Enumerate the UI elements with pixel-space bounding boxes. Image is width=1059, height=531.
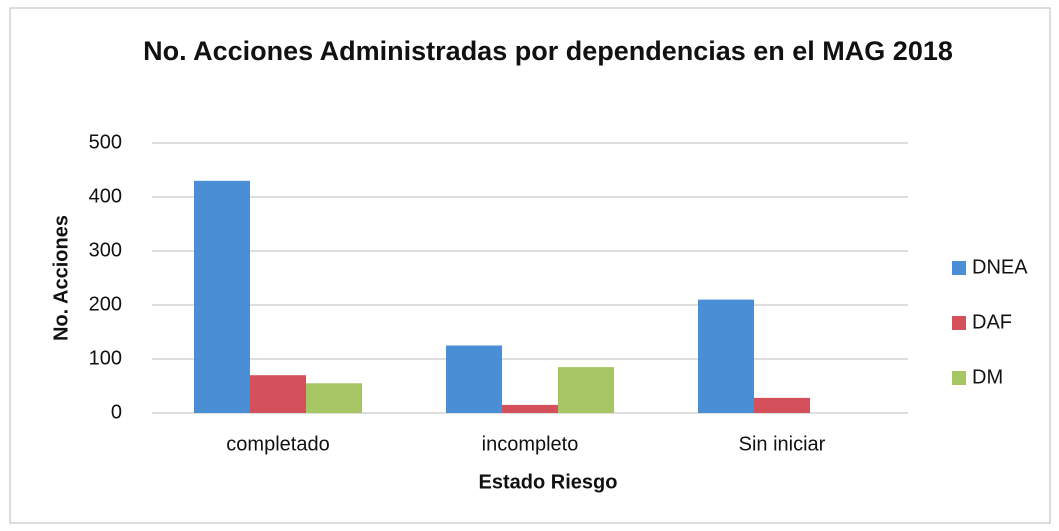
x-tick-label: Sin iniciar — [739, 433, 826, 455]
y-tick-label: 400 — [89, 185, 122, 207]
x-tick-label: completado — [226, 433, 329, 455]
bar — [558, 367, 614, 413]
chart-title: No. Acciones Administradas por dependenc… — [143, 36, 953, 66]
bar — [502, 404, 558, 413]
legend-swatch — [952, 316, 966, 330]
x-axis-title: Estado Riesgo — [479, 471, 618, 493]
bar — [446, 345, 502, 413]
bar — [306, 383, 362, 413]
legend-label: DM — [972, 366, 1003, 388]
y-tick-label: 100 — [89, 347, 122, 369]
y-tick-label: 500 — [89, 131, 122, 153]
legend-swatch — [952, 371, 966, 385]
bar — [194, 180, 250, 413]
bar — [250, 375, 306, 413]
chart-border — [9, 7, 1051, 524]
legend-label: DAF — [972, 311, 1012, 333]
y-tick-label: 0 — [111, 401, 122, 423]
bar — [754, 397, 810, 413]
bar — [698, 299, 754, 413]
y-tick-label: 300 — [89, 239, 122, 261]
y-tick-label: 200 — [89, 293, 122, 315]
legend-label: DNEA — [972, 256, 1028, 278]
y-axis-title: No. Acciones — [50, 215, 72, 341]
legend-swatch — [952, 261, 966, 275]
x-tick-label: incompleto — [482, 433, 579, 455]
